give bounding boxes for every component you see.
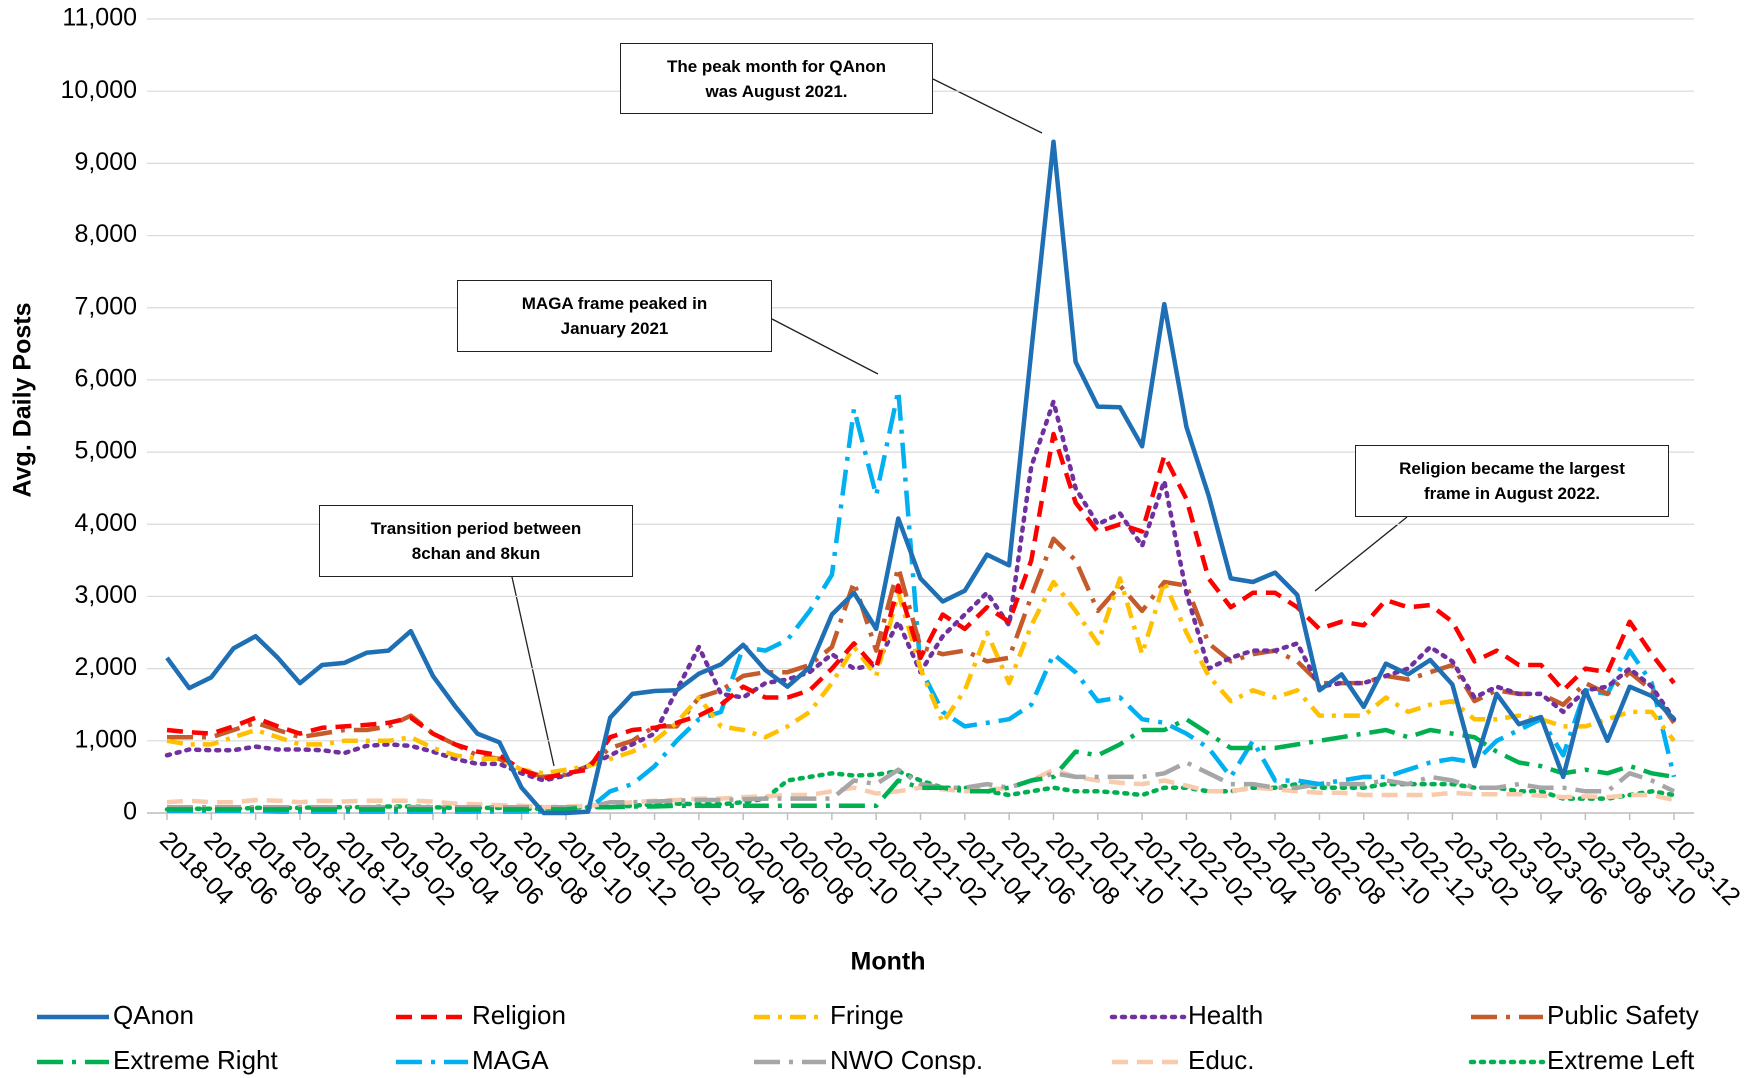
y-tick-label: 9,000 xyxy=(74,148,137,176)
legend-label: Fringe xyxy=(830,1000,904,1030)
y-tick-label: 2,000 xyxy=(74,653,137,681)
y-tick-label: 8,000 xyxy=(74,220,137,248)
legend-label: Educ. xyxy=(1188,1045,1255,1075)
series-line xyxy=(164,768,1677,812)
y-tick-label: 7,000 xyxy=(74,292,137,320)
legend-label: QAnon xyxy=(113,1000,194,1030)
y-tick-label: 4,000 xyxy=(74,509,137,537)
y-axis-title: Avg. Daily Posts xyxy=(9,303,37,498)
y-tick-label: 5,000 xyxy=(74,437,137,465)
y-tick-label: 0 xyxy=(123,798,137,826)
legend-label: Health xyxy=(1188,1000,1263,1030)
legend-label: Religion xyxy=(472,1000,566,1030)
leader-line xyxy=(771,318,879,375)
series-line xyxy=(166,431,1676,781)
annotation: Transition period between 8chan and 8kun xyxy=(319,505,633,577)
legend-label: NWO Consp. xyxy=(830,1045,983,1075)
legend-label: Public Safety xyxy=(1547,1000,1699,1030)
y-tick-label: 11,000 xyxy=(62,4,137,32)
legend-label: Extreme Right xyxy=(113,1045,278,1075)
annotation: The peak month for QAnon was August 2021… xyxy=(620,43,933,114)
leader-line xyxy=(511,576,555,767)
annotation: Religion became the largest frame in Aug… xyxy=(1355,445,1669,517)
series-line xyxy=(165,139,1676,816)
x-axis-title: Month xyxy=(851,948,926,976)
legend-label: Extreme Left xyxy=(1547,1045,1695,1075)
y-tick-label: 6,000 xyxy=(74,365,137,393)
y-tick-label: 1,000 xyxy=(74,725,137,753)
series-line xyxy=(166,767,1675,810)
series-line xyxy=(167,716,1675,812)
legend-label: MAGA xyxy=(472,1045,549,1075)
leader-line xyxy=(932,78,1043,134)
y-tick-label: 10,000 xyxy=(61,76,137,104)
y-tick-label: 3,000 xyxy=(74,581,137,609)
leader-line xyxy=(1314,516,1408,592)
leader-lines xyxy=(511,78,1408,767)
series-line xyxy=(166,576,1676,776)
annotation: MAGA frame peaked in January 2021 xyxy=(457,280,772,352)
